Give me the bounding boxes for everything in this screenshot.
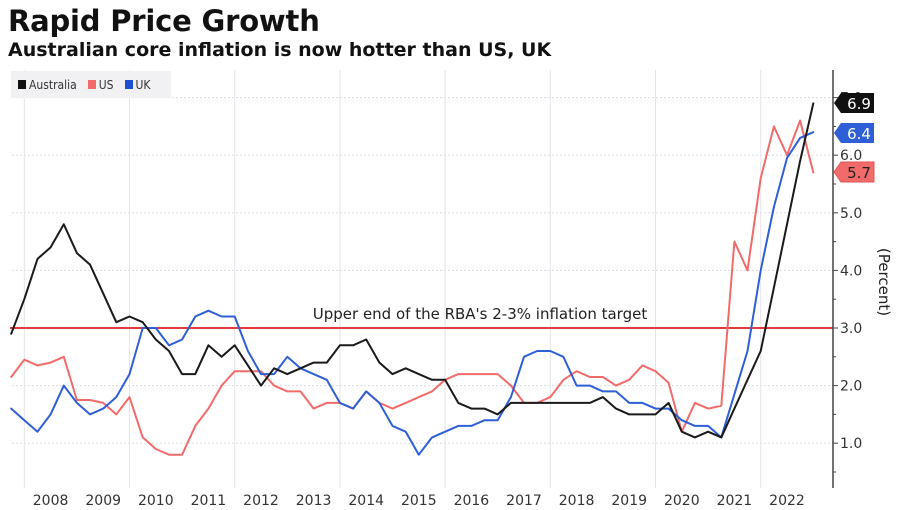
series-line-australia [10, 102, 815, 439]
legend-label-australia: Australia [29, 77, 77, 92]
end-label-tag [834, 93, 874, 113]
chart-subtitle: Australian core inflation is now hotter … [8, 39, 552, 61]
series-line-us [10, 119, 815, 456]
x-tick-label: 2010 [138, 493, 174, 509]
x-tick-label: 2013 [296, 493, 332, 509]
y-axis-title: (Percent) [875, 248, 893, 316]
end-label-australia: 6.9 [834, 93, 874, 113]
x-tick-label: 2020 [664, 493, 700, 509]
end-label-value: 6.4 [847, 125, 871, 143]
y-tick-label: 2.0 [840, 379, 862, 395]
end-label-tag [833, 161, 875, 183]
y-tick-label: 4.0 [840, 263, 862, 279]
x-tick-label: 2015 [401, 493, 437, 509]
y-tick-label: 3.0 [840, 321, 862, 337]
legend-swatch-uk [124, 80, 133, 89]
x-tick-label: 2014 [348, 493, 384, 509]
gridlines [12, 70, 833, 488]
end-label-uk: 6.4 [834, 123, 874, 143]
end-labels: 6.9 5.7 6.4 [833, 93, 875, 183]
end-label-tag [834, 123, 874, 143]
x-tick-label: 2018 [559, 493, 595, 509]
x-tick-label: 2008 [33, 493, 69, 509]
x-tick-label: 2017 [506, 493, 542, 509]
legend-swatch-us [87, 80, 96, 89]
x-tick-label: 2021 [717, 493, 753, 509]
x-tick-label: 2016 [454, 493, 490, 509]
y-tick-label: 5.0 [840, 206, 862, 222]
legend: Australia US UK [11, 71, 171, 98]
legend-item-australia: Australia [18, 78, 77, 92]
legend-label-uk: UK [135, 77, 151, 92]
legend-label-us: US [98, 77, 114, 92]
x-axis-labels: 2008 2009 2010 2011 2012 2013 2014 2015 2016 2017… [33, 493, 805, 509]
legend-swatch-australia [18, 80, 26, 89]
x-tick-label: 2012 [243, 493, 279, 509]
x-tick-label: 2009 [85, 493, 121, 509]
x-tick-label: 2022 [769, 493, 805, 509]
y-tick-label: 1.0 [840, 436, 862, 452]
end-label-us: 5.7 [833, 161, 875, 183]
legend-item-us: US [87, 77, 114, 92]
end-label-value: 6.9 [847, 95, 871, 113]
y-tick-label: 6.0 [840, 148, 862, 164]
reference-line-group: Upper end of the RBA's 2-3% inflation ta… [10, 305, 833, 329]
chart-title: Rapid Price Growth [8, 4, 320, 38]
legend-item-uk: UK [124, 77, 151, 92]
reference-line-label: Upper end of the RBA's 2-3% inflation ta… [313, 305, 648, 323]
x-tick-label: 2019 [611, 493, 647, 509]
series-lines [10, 102, 815, 456]
x-tick-label: 2011 [191, 493, 227, 509]
end-label-value: 5.7 [847, 164, 871, 182]
series-line-uk [10, 131, 815, 456]
